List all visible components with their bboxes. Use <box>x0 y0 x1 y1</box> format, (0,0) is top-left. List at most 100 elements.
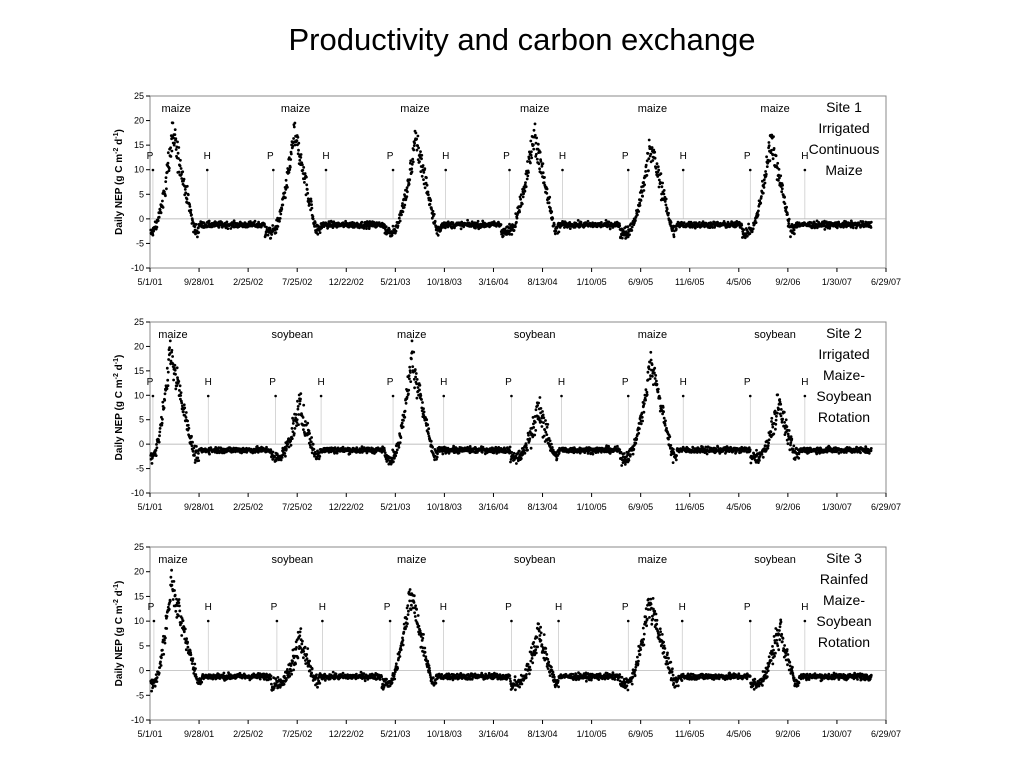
nep-point <box>851 226 855 230</box>
y-axis-label-sup: -1 <box>113 584 120 590</box>
nep-point <box>778 400 782 404</box>
y-tick-label: 10 <box>134 390 144 400</box>
nep-point <box>552 223 556 227</box>
nep-point <box>539 160 543 163</box>
nep-point <box>185 637 189 641</box>
nep-point <box>778 176 781 180</box>
nep-point <box>761 455 765 459</box>
nep-point <box>186 640 190 644</box>
nep-point <box>664 203 668 207</box>
nep-point <box>161 417 164 421</box>
nep-point <box>528 437 532 441</box>
y-axis-label-sup: -2 <box>113 373 120 379</box>
nep-point <box>548 195 552 199</box>
x-tick-label: 5/1/01 <box>137 277 162 287</box>
marker-dot <box>388 619 392 623</box>
nep-point <box>172 378 176 382</box>
nep-point <box>682 221 686 225</box>
nep-point <box>404 401 408 405</box>
nep-point <box>771 425 775 429</box>
nep-point <box>186 423 190 427</box>
nep-point <box>311 217 315 221</box>
nep-point <box>755 448 758 452</box>
nep-point <box>524 443 528 447</box>
nep-point <box>431 445 434 449</box>
nep-point <box>403 203 407 207</box>
nep-point <box>176 151 180 155</box>
nep-point <box>408 365 412 369</box>
nep-point <box>407 388 411 392</box>
nep-point <box>630 225 634 229</box>
nep-point <box>313 454 316 458</box>
nep-point <box>632 447 636 451</box>
nep-point <box>171 362 175 366</box>
nep-point <box>785 425 789 428</box>
nep-point <box>398 219 402 223</box>
nep-point <box>191 657 195 661</box>
x-tick-label: 8/13/04 <box>528 277 558 287</box>
nep-point <box>776 393 780 397</box>
nep-point <box>173 589 176 592</box>
nep-point <box>735 220 739 223</box>
nep-point <box>394 229 398 233</box>
nep-point <box>763 444 767 448</box>
nep-point <box>292 125 296 129</box>
nep-point <box>618 448 622 451</box>
nep-point <box>270 233 274 236</box>
nep-point <box>382 446 386 450</box>
site-label-line: Irrigated <box>818 120 869 136</box>
nep-point <box>422 407 425 411</box>
planting-label: P <box>744 377 751 388</box>
nep-point <box>156 219 160 223</box>
y-tick-label: -5 <box>136 464 144 474</box>
nep-point <box>777 167 781 171</box>
nep-point <box>296 399 299 403</box>
nep-point <box>837 451 841 455</box>
nep-point <box>650 146 654 149</box>
nep-point <box>283 191 287 195</box>
site-label-line: Rainfed <box>820 571 868 587</box>
nep-point <box>649 152 653 156</box>
nep-point <box>173 593 177 597</box>
nep-point <box>168 346 172 350</box>
nep-point <box>175 366 179 370</box>
nep-point <box>173 128 177 132</box>
crop-label: maize <box>638 329 667 341</box>
nep-point <box>400 213 403 217</box>
nep-point <box>383 451 387 454</box>
nep-point <box>533 420 537 424</box>
nep-point <box>410 339 414 343</box>
nep-point <box>579 221 583 224</box>
nep-point <box>742 228 746 232</box>
nep-point <box>271 224 275 227</box>
nep-point <box>497 446 501 449</box>
y-axis-label: Daily NEP (g C m-2 d-1) <box>113 129 125 235</box>
nep-point <box>810 221 813 225</box>
nep-point <box>390 233 394 237</box>
crop-label: maize <box>638 103 667 115</box>
nep-point <box>787 222 791 226</box>
nep-point <box>190 434 193 438</box>
nep-point <box>663 424 667 427</box>
plot-frame <box>149 95 887 269</box>
nep-point <box>190 213 193 217</box>
marker-dot <box>205 168 209 172</box>
nep-point <box>292 432 296 435</box>
nep-point <box>626 235 630 239</box>
nep-point <box>414 372 418 375</box>
y-axis-label: Daily NEP (g C m-2 d-1) <box>113 355 125 461</box>
nep-point <box>536 404 539 407</box>
nep-point <box>764 172 768 176</box>
nep-point <box>278 217 282 220</box>
nep-point <box>429 439 433 443</box>
nep-point <box>265 445 268 449</box>
marker-dot <box>560 394 563 398</box>
nep-point <box>413 141 416 145</box>
nep-point <box>772 432 776 436</box>
nep-point <box>641 419 644 423</box>
nep-point <box>550 210 554 214</box>
nep-point <box>395 451 398 455</box>
nep-point <box>568 227 572 231</box>
nep-point <box>170 149 174 153</box>
nep-point <box>655 162 659 166</box>
